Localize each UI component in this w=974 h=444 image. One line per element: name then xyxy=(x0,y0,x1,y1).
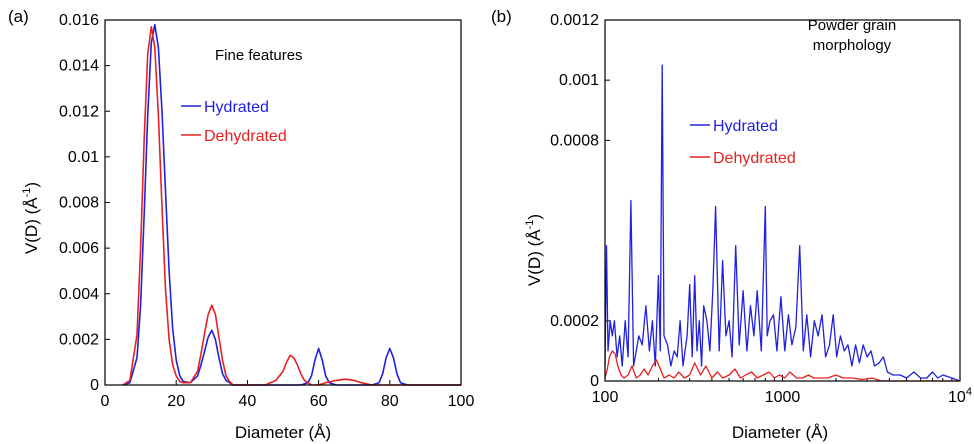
panel-b-letter: (b) xyxy=(491,7,512,26)
panel-a-y-tick-label: 0.002 xyxy=(59,331,99,348)
panel-a-x-tick-label: 80 xyxy=(381,393,399,410)
panel-a-y-axis-label: V(D) (Å-1) xyxy=(21,182,41,254)
panel-b-x-axis-label: Diameter (Å) xyxy=(732,423,828,442)
panel-b-y-tick-label: 0.0008 xyxy=(550,132,599,149)
panel-a-series-line-dehydrated xyxy=(122,25,461,386)
panel-b-annotation-line-1: Powder grain xyxy=(808,17,896,34)
panel-a-y-tick-label: 0.016 xyxy=(59,12,99,29)
panel-a-y-axis-label-sup: -1 xyxy=(21,188,33,198)
panel-a-plot-frame xyxy=(104,19,462,386)
panel-a-legend: Hydrated Dehydrated xyxy=(181,99,287,145)
panel-a-y-tick-label: 0.006 xyxy=(59,240,99,257)
panel-b-x-tick-label-exponent: 4 xyxy=(966,386,972,398)
panel-a-y-tick-label: 0.01 xyxy=(68,149,99,166)
panel-a-x-tick-label: 100 xyxy=(448,393,475,410)
panel-b-plot-frame xyxy=(604,19,961,382)
panel-a-x-tick-label: 20 xyxy=(167,393,185,410)
panel-b-y-axis-label-close: ) xyxy=(525,214,544,220)
panel-b-annotation-line-2: morphology xyxy=(813,37,892,54)
panel-a-y-axis-label-text: V(D) (Å xyxy=(22,197,41,254)
panel-b-legend-label-dehydrated: Dehydrated xyxy=(713,150,796,167)
panel-a-y-tick-label: 0.008 xyxy=(59,195,99,212)
panel-b-series-line-dehydrated xyxy=(604,350,960,382)
panel-a-x-tick-label: 40 xyxy=(239,393,257,410)
panel-b-y-axis-label-sup: -1 xyxy=(524,220,536,230)
panel-b-x-tick-label-base: 100 xyxy=(592,389,619,406)
panel-a-y-tick-label: 0.012 xyxy=(59,103,99,120)
panel-b-y-tick-label: 0 xyxy=(590,373,599,390)
panel-a-y-axis-label-close: ) xyxy=(22,182,41,188)
panel-a-y-tick-label: 0.014 xyxy=(59,58,99,75)
panel-b-y-axis-label-text: V(D) (Å xyxy=(525,229,544,286)
panel-a-legend-label-hydrated: Hydrated xyxy=(204,99,269,116)
panel-a-y-tick-label: 0 xyxy=(90,377,99,394)
panel-a-ticks: 0 20 40 60 80 100 0 0.002 0.004 0.006 0.008 0.01 0.0… xyxy=(59,12,474,410)
panel-b-legend-label-hydrated: Hydrated xyxy=(713,118,778,135)
panel-a-x-tick-label: 60 xyxy=(310,393,328,410)
panel-a-x-axis-label: Diameter (Å) xyxy=(235,423,331,442)
panel-b-x-tick-label: 1000 xyxy=(765,389,801,406)
panel-b-x-tick-label: 100 xyxy=(592,389,619,406)
panel-a-legend-label-dehydrated: Dehydrated xyxy=(204,128,287,145)
panel-b-series xyxy=(604,64,961,382)
panel-b-legend: Hydrated Dehydrated xyxy=(690,118,796,167)
panel-b-chart: (b) Powder grain morphology Diameter (Å)… xyxy=(491,7,972,442)
panel-a-letter: (a) xyxy=(8,7,29,26)
panel-a-x-tick-label: 0 xyxy=(101,393,110,410)
panel-a-series-line-hydrated xyxy=(122,23,461,386)
panel-b-y-tick-label: 0.0012 xyxy=(550,12,599,29)
panel-b-y-tick-label: 0.001 xyxy=(559,72,599,89)
panel-b-x-tick-label-base: 10 xyxy=(948,389,966,406)
panel-a-annotation: Fine features xyxy=(215,47,303,64)
panel-b-x-tick-label: 104 xyxy=(948,386,972,406)
panel-a-series xyxy=(122,23,461,386)
panel-b-y-tick-label: 0.0002 xyxy=(550,313,599,330)
panel-a-y-tick-label: 0.004 xyxy=(59,286,99,303)
panel-b-y-axis-label: V(D) (Å-1) xyxy=(524,214,544,286)
panel-b-series-line-hydrated xyxy=(604,64,961,382)
panel-a-chart: (a) Fine features Diameter (Å) V(D) (Å-1… xyxy=(8,7,474,442)
panel-b-x-tick-label-base: 1000 xyxy=(765,389,801,406)
